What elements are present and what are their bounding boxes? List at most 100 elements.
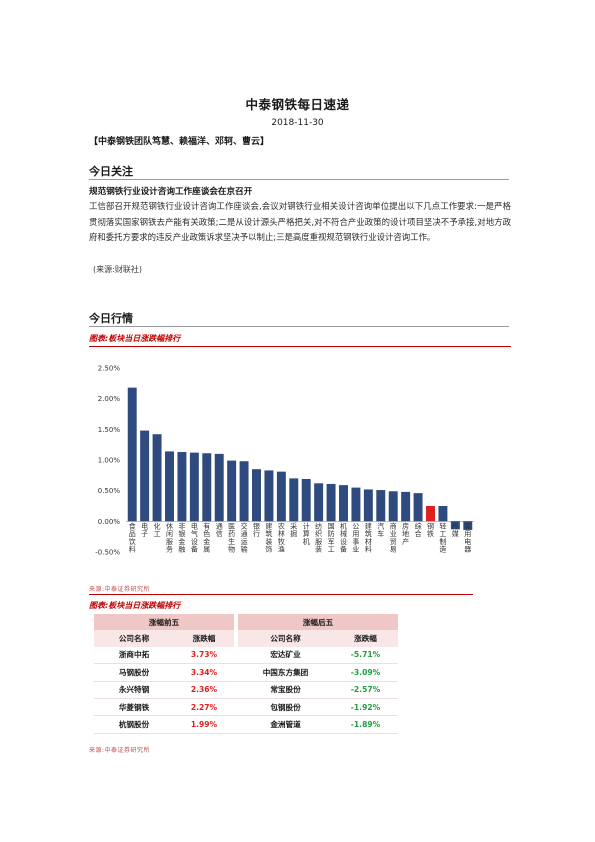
news-body: 工信部召开规范钢铁行业设计咨询工作座谈会,会议对钢铁行业相关设计咨询单位提出以下… [89, 201, 511, 242]
ranking-group-header: 涨幅前五 涨幅后五 [94, 614, 398, 631]
bar-房地产 [401, 491, 411, 522]
figure2-source: 来源:中泰证券研究所 [89, 747, 151, 754]
figure1-caption-rule [89, 346, 511, 347]
bar-公用事业 [351, 487, 361, 522]
top-company-name: 马钢股份 [94, 663, 174, 682]
top-company-name: 杭钢股份 [94, 715, 174, 734]
category-label: 非银金融 [178, 521, 185, 553]
bar-休闲服务 [165, 451, 174, 522]
category-label: 商业贸易 [390, 521, 397, 553]
table-row: 杭钢股份 1.99% 金洲管道 -1.89% [94, 715, 398, 734]
category-label: 建筑材料 [365, 521, 372, 553]
bar-采掘 [289, 478, 299, 522]
category-label: 传媒 [452, 521, 459, 538]
category-label: 建筑装饰 [265, 521, 272, 553]
news-headline: 规范钢铁行业设计咨询工作座谈会在京召开 [89, 187, 253, 197]
col-change: 涨跌幅 [333, 630, 398, 647]
category-label: 综合 [415, 521, 422, 538]
bottom-company-name: 中国东方集团 [238, 663, 333, 682]
category-label: 汽车 [377, 521, 384, 538]
ranking-table: 涨幅前五 涨幅后五 公司名称 涨跌幅 公司名称 涨跌幅 浙商中拓 3.73% 宏… [94, 614, 398, 734]
category-label: 交通运输 [241, 521, 248, 553]
category-label: 家用电器 [464, 521, 471, 553]
bottom-company-change: -1.92% [333, 698, 398, 717]
top-company-change: 1.99% [174, 715, 234, 734]
top-company-name: 浙商中拓 [94, 646, 174, 665]
bar-轻工制造 [438, 506, 448, 522]
figure1-source: 来源:中泰证券研究所 [89, 586, 151, 593]
bottom-company-name: 常宝股份 [238, 681, 333, 699]
y-tick-label: 1.50% [98, 426, 121, 434]
table-row: 华菱钢铁 2.27% 包钢股份 -1.92% [94, 698, 398, 717]
bar-交通运输 [239, 461, 249, 522]
section-rule-focus [89, 179, 509, 180]
table-row: 永兴特钢 2.36% 常宝股份 -2.57% [94, 681, 398, 699]
category-label: 纺织服装 [315, 521, 322, 553]
top-company-name: 永兴特钢 [94, 681, 174, 699]
bar-食品饮料 [127, 387, 137, 522]
top-company-change: 3.34% [174, 663, 234, 682]
bottom-company-change: -1.89% [333, 715, 398, 734]
top-company-change: 2.27% [174, 698, 234, 717]
bar-有色金属 [202, 453, 212, 522]
figure2-caption: 图表:板块当日涨跌幅排行 [89, 601, 181, 610]
bar-电气设备 [189, 452, 199, 522]
team-line: 【中泰钢铁团队笃慧、赖福洋、邓轲、曹云】 [89, 137, 270, 147]
bar-医药生物 [227, 460, 237, 522]
bar-汽车 [376, 490, 386, 522]
category-label: 食品饮料 [129, 521, 136, 553]
bottom-company-change: -5.71% [333, 646, 398, 665]
bar-国防军工 [326, 483, 336, 522]
col-company-name: 公司名称 [238, 630, 333, 647]
top-company-name: 华菱钢铁 [94, 698, 174, 717]
bottom-company-name: 金洲管道 [238, 715, 333, 734]
top-company-change: 3.73% [174, 646, 234, 665]
bar-化工 [152, 434, 162, 522]
bar-非银金融 [177, 452, 187, 522]
bar-通信 [214, 453, 224, 522]
section-title-market: 今日行情 [89, 312, 133, 325]
bar-传媒 [450, 521, 460, 530]
bottom-company-change: -3.09% [333, 663, 398, 682]
category-label: 机械设备 [340, 521, 347, 553]
category-label: 通信 [216, 521, 223, 538]
y-tick-label: 0.50% [98, 487, 121, 495]
table-row: 马钢股份 3.34% 中国东方集团 -3.09% [94, 663, 398, 682]
section-rule-market [89, 326, 509, 327]
figure1-caption: 图表:板块当日涨跌幅排行 [89, 334, 181, 343]
category-label: 房地产 [402, 521, 409, 546]
category-label: 医药生物 [228, 522, 235, 553]
top-five-label: 涨幅前五 [94, 614, 234, 631]
top-company-change: 2.36% [174, 681, 234, 699]
bar-机械设备 [339, 485, 348, 522]
category-label: 化工 [154, 521, 161, 538]
category-label: 电气设备 [191, 521, 198, 553]
col-company-name: 公司名称 [94, 630, 174, 647]
figure2-caption-rule [89, 594, 473, 595]
bottom-company-name: 包钢股份 [238, 698, 333, 717]
bar-钢铁 [426, 506, 435, 522]
bar-建筑材料 [363, 489, 373, 522]
bar-商业贸易 [388, 491, 398, 522]
category-label: 有色金属 [203, 521, 210, 553]
y-tick-label: 1.00% [98, 457, 121, 465]
category-label: 计算机 [303, 521, 310, 546]
category-label: 公用事业 [352, 522, 359, 553]
bar-银行 [252, 469, 261, 522]
category-label: 电子 [141, 521, 148, 538]
bar-计算机 [301, 479, 311, 522]
bottom-five-label: 涨幅后五 [238, 614, 398, 631]
report-date: 2018-11-30 [271, 118, 324, 128]
bar-电子 [140, 430, 150, 522]
page-title: 中泰钢铁每日速递 [245, 97, 350, 112]
category-label: 钢铁 [427, 521, 434, 538]
bottom-company-name: 宏达矿业 [238, 646, 333, 665]
y-tick-label: 2.50% [98, 365, 121, 373]
category-label: 采掘 [290, 521, 297, 538]
y-tick-label: -0.50% [95, 549, 120, 557]
bar-农林牧渔 [276, 471, 286, 522]
col-change: 涨跌幅 [174, 630, 234, 647]
bottom-company-change: -2.57% [333, 681, 398, 699]
section-title-focus: 今日关注 [89, 165, 133, 178]
y-tick-label: 0.00% [98, 518, 121, 526]
